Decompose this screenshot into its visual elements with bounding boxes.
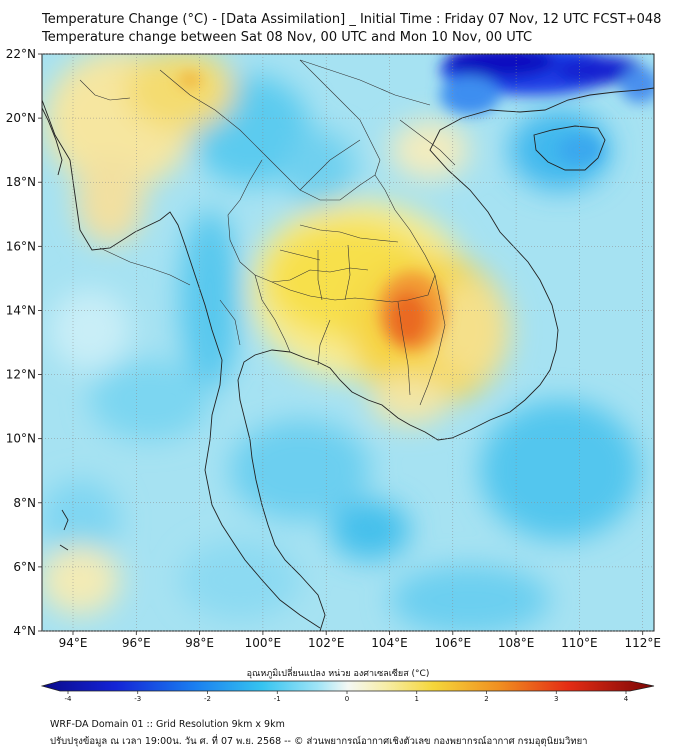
lon-label: 110°E — [561, 636, 598, 650]
colorbar-tick-label: 3 — [554, 695, 558, 703]
colorbar-tick-label: -3 — [134, 695, 141, 703]
title-line-2: Temperature change between Sat 08 Nov, 0… — [42, 30, 533, 45]
colorbar-tick-label: 2 — [484, 695, 488, 703]
colorbar-tick-label: 4 — [624, 695, 629, 703]
country-border-icon — [79, 59, 456, 406]
colorbar-tick-label: -1 — [274, 695, 281, 703]
title-line-1: Temperature Change (°C) - [Data Assimila… — [42, 12, 662, 27]
lat-label: 4°N — [13, 624, 36, 638]
footer-line-1: WRF-DA Domain 01 :: Grid Resolution 9km … — [50, 719, 285, 730]
colorbar-tick-label: 1 — [415, 695, 419, 703]
coastline-icon — [42, 87, 654, 631]
graticule — [38, 53, 654, 635]
lon-label: 94°E — [59, 636, 88, 650]
lat-label: 16°N — [6, 239, 36, 253]
colorbar-ticks: -4 -3 -2 -1 0 1 2 3 4 — [65, 691, 629, 703]
lon-label: 96°E — [122, 636, 151, 650]
colorbar-label: อุณหภูมิเปลี่ยนแปลง หน่วย องศาเซลเซียส (… — [246, 669, 430, 679]
footer-line-2: ปรับปรุงข้อมูล ณ เวลา 19:00น. วัน ศ. ที่… — [50, 736, 588, 747]
lat-label: 8°N — [13, 496, 36, 510]
lon-label: 112°E — [624, 636, 661, 650]
lon-label: 108°E — [498, 636, 535, 650]
lon-label: 102°E — [308, 636, 345, 650]
lon-label: 98°E — [185, 636, 214, 650]
latitude-labels: 22°N 20°N 18°N 16°N 14°N 12°N 10°N 8°N 6°N 4°N — [6, 47, 36, 638]
lat-label: 14°N — [6, 303, 36, 317]
lon-label: 104°E — [371, 636, 408, 650]
lat-label: 12°N — [6, 368, 36, 382]
lon-label: 100°E — [245, 636, 282, 650]
temperature-field — [42, 54, 654, 631]
lat-label: 20°N — [6, 111, 36, 125]
lon-label: 106°E — [435, 636, 472, 650]
colorbar-tick-label: -4 — [65, 695, 73, 703]
lat-label: 22°N — [6, 47, 36, 61]
longitude-labels: 94°E 96°E 98°E 100°E 102°E 104°E 106°E 108°E 110… — [59, 636, 661, 650]
lat-label: 6°N — [13, 560, 36, 574]
colorbar: -4 -3 -2 -1 0 1 2 3 4 — [40, 680, 655, 703]
colorbar-tick-label: -2 — [204, 695, 211, 703]
colorbar-tick-label: 0 — [345, 695, 349, 703]
colorbar-strip — [40, 680, 655, 692]
lat-label: 10°N — [6, 432, 36, 446]
lat-label: 18°N — [6, 175, 36, 189]
